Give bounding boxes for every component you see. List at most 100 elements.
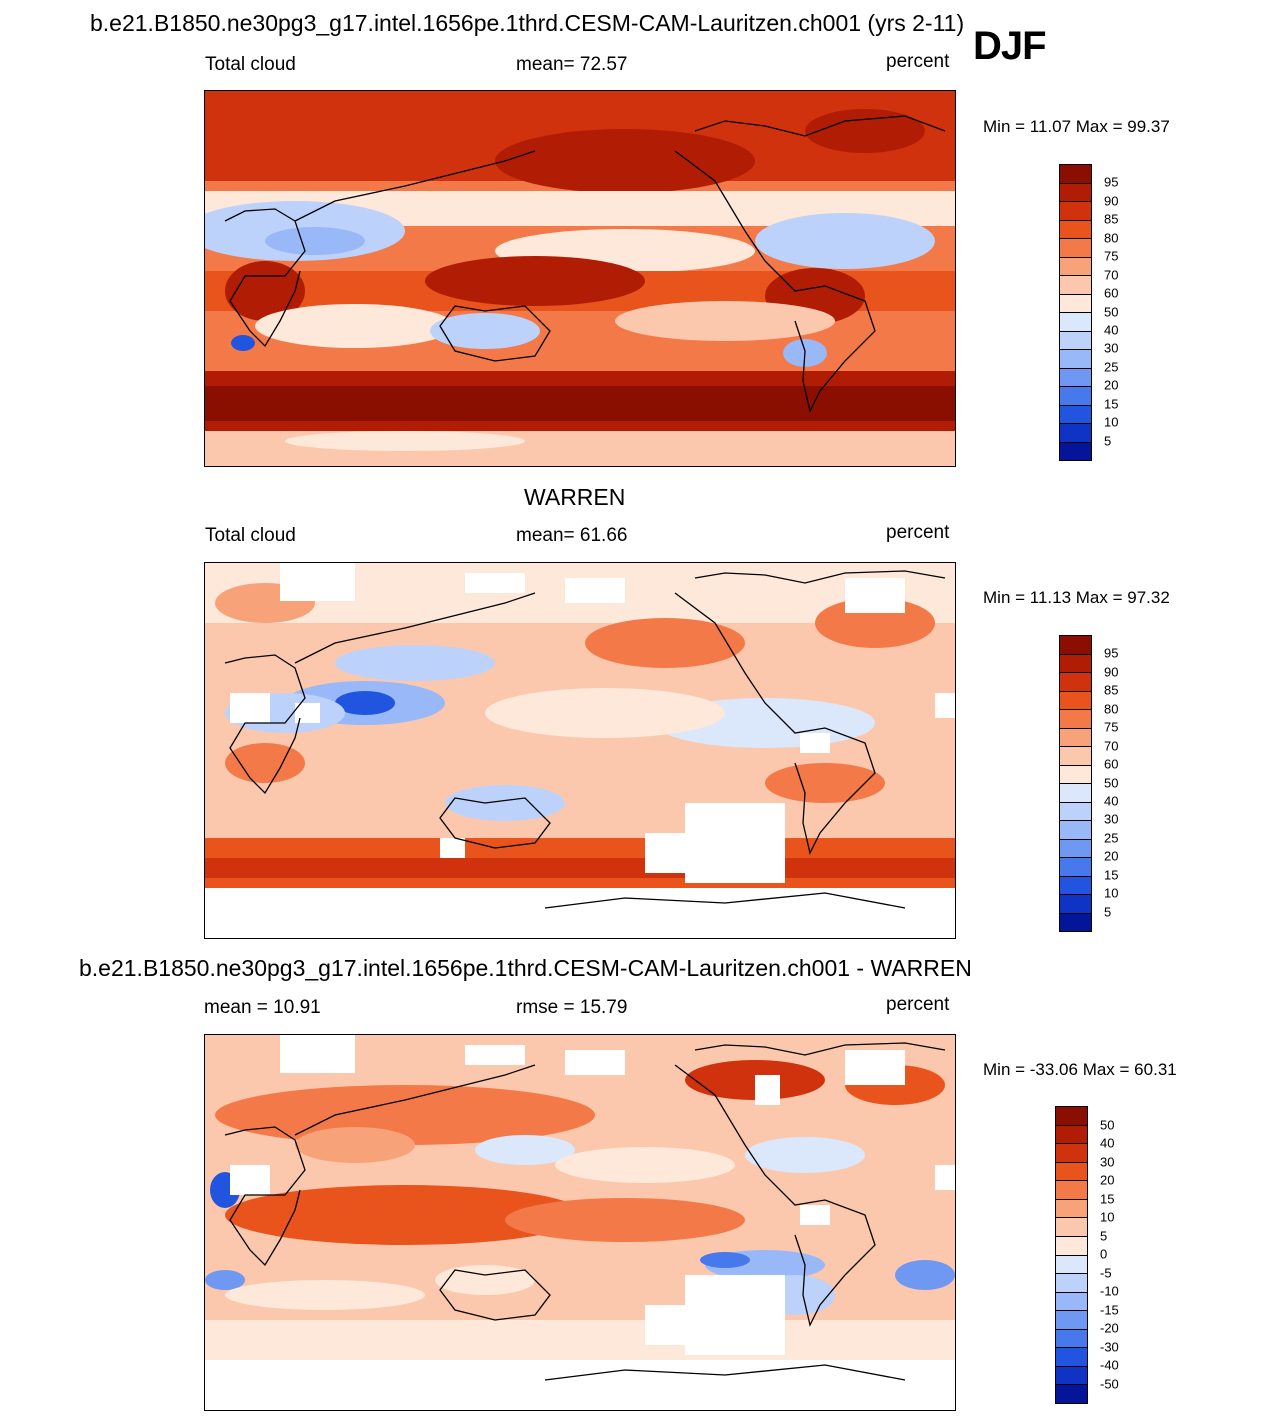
panel3-colorbar — [1055, 1106, 1088, 1404]
colorbar-label: -50 — [1100, 1376, 1119, 1391]
colorbar-swatch — [1056, 1311, 1087, 1330]
figure-title: b.e21.B1850.ne30pg3_g17.intel.1656pe.1th… — [90, 10, 965, 36]
colorbar-label: 40 — [1100, 1135, 1115, 1151]
colorbar-swatch — [1056, 1385, 1087, 1403]
panel3-units-label: percent — [886, 994, 950, 1015]
colorbar-swatch — [1056, 1181, 1087, 1200]
colorbar-label: 95 — [1104, 645, 1119, 661]
colorbar-label: 50 — [1104, 304, 1119, 319]
colorbar-label: 0 — [1100, 1246, 1108, 1262]
colorbar-swatch — [1060, 895, 1091, 914]
colorbar-swatch — [1060, 876, 1091, 895]
colorbar-swatch — [1060, 784, 1091, 803]
colorbar-swatch — [1060, 673, 1091, 692]
colorbar-swatch — [1060, 747, 1091, 766]
colorbar-swatch — [1060, 387, 1091, 406]
panel3-title: b.e21.B1850.ne30pg3_g17.intel.1656pe.1th… — [79, 955, 972, 981]
colorbar-label: 25 — [1104, 830, 1119, 846]
colorbar-swatch — [1060, 165, 1091, 184]
panel2-observation-map — [204, 562, 956, 939]
panel1-colorbar — [1059, 164, 1092, 461]
colorbar-swatch — [1056, 1255, 1087, 1275]
colorbar-swatch — [1056, 1348, 1087, 1367]
panel3-colorbar-labels: 50 40 30 20 15 10 5 0 -5 -10 -15 -20 -30… — [1100, 1106, 1140, 1402]
colorbar-label: 70 — [1104, 267, 1119, 283]
colorbar-label: 80 — [1104, 701, 1119, 717]
colorbar-label: 60 — [1104, 285, 1119, 301]
colorbar-label: 40 — [1104, 793, 1119, 809]
colorbar-label: 50 — [1100, 1117, 1115, 1132]
colorbar-label: 5 — [1104, 904, 1112, 920]
colorbar-label: 5 — [1100, 1228, 1108, 1243]
colorbar-swatch — [1060, 839, 1091, 858]
panel2-units-label: percent — [886, 522, 950, 543]
colorbar-label: 5 — [1104, 433, 1112, 449]
colorbar-label: 50 — [1104, 775, 1119, 790]
colorbar-label: 90 — [1104, 193, 1119, 209]
colorbar-swatch — [1056, 1236, 1087, 1256]
colorbar-swatch — [1056, 1125, 1087, 1145]
colorbar-swatch — [1060, 313, 1091, 332]
colorbar-swatch — [1060, 858, 1091, 877]
colorbar-label: -40 — [1100, 1357, 1119, 1373]
colorbar-swatch — [1060, 183, 1091, 202]
panel1-mean-label: mean= 72.57 — [516, 54, 628, 75]
colorbar-swatch — [1056, 1274, 1087, 1293]
panel2-mean-label: mean= 61.66 — [516, 525, 628, 546]
panel2-colorbar — [1059, 635, 1092, 932]
colorbar-swatch — [1060, 424, 1091, 443]
panel1-colorbar-labels: 95 90 85 80 75 70 60 50 40 30 25 20 15 1… — [1104, 164, 1144, 459]
colorbar-label: 25 — [1104, 359, 1119, 375]
panel2-variable-label: Total cloud — [205, 525, 296, 546]
colorbar-label: 90 — [1104, 664, 1119, 680]
colorbar-swatch — [1056, 1218, 1087, 1237]
colorbar-swatch — [1060, 442, 1091, 460]
colorbar-swatch — [1060, 405, 1091, 424]
panel3-minmax: Min = -33.06 Max = 60.31 — [983, 1060, 1177, 1079]
colorbar-swatch — [1056, 1107, 1087, 1126]
colorbar-swatch — [1056, 1144, 1087, 1163]
season-label: DJF — [973, 24, 1047, 68]
panel3-mean-label: mean = 10.91 — [204, 997, 321, 1018]
colorbar-label: 20 — [1104, 848, 1119, 864]
colorbar-label: 75 — [1104, 719, 1119, 735]
colorbar-swatch — [1060, 765, 1091, 784]
colorbar-swatch — [1056, 1366, 1087, 1386]
colorbar-label: 60 — [1104, 756, 1119, 772]
colorbar-label: 85 — [1104, 682, 1119, 698]
colorbar-swatch — [1060, 636, 1091, 655]
colorbar-label: -20 — [1100, 1320, 1119, 1336]
colorbar-swatch — [1060, 913, 1091, 931]
colorbar-label: -5 — [1100, 1265, 1112, 1280]
colorbar-swatch — [1060, 821, 1091, 840]
colorbar-swatch — [1056, 1329, 1087, 1349]
colorbar-label: -30 — [1100, 1339, 1119, 1354]
panel1-variable-label: Total cloud — [205, 54, 296, 75]
panel2-colorbar-labels: 95 90 85 80 75 70 60 50 40 30 25 20 15 1… — [1104, 635, 1144, 930]
colorbar-label: 10 — [1100, 1209, 1115, 1225]
colorbar-swatch — [1060, 350, 1091, 369]
colorbar-swatch — [1060, 276, 1091, 295]
colorbar-swatch — [1060, 728, 1091, 747]
colorbar-swatch — [1060, 802, 1091, 821]
panel2-title: WARREN — [524, 484, 626, 510]
colorbar-swatch — [1060, 331, 1091, 350]
colorbar-swatch — [1060, 257, 1091, 276]
panel1-minmax: Min = 11.07 Max = 99.37 — [983, 117, 1170, 136]
colorbar-label: 30 — [1104, 340, 1119, 356]
colorbar-label: 15 — [1104, 396, 1119, 412]
colorbar-swatch — [1060, 220, 1091, 239]
colorbar-label: -15 — [1100, 1302, 1119, 1317]
colorbar-swatch — [1056, 1162, 1087, 1182]
colorbar-label: 20 — [1100, 1172, 1115, 1188]
colorbar-label: 30 — [1104, 811, 1119, 827]
panel1-model-map — [204, 90, 956, 467]
colorbar-swatch — [1060, 294, 1091, 313]
colorbar-label: 15 — [1100, 1191, 1115, 1206]
colorbar-label: 75 — [1104, 248, 1119, 264]
colorbar-swatch — [1060, 691, 1091, 710]
colorbar-label: 85 — [1104, 211, 1119, 227]
colorbar-label: 70 — [1104, 738, 1119, 754]
colorbar-label: 15 — [1104, 867, 1119, 883]
panel3-difference-map — [204, 1034, 956, 1411]
